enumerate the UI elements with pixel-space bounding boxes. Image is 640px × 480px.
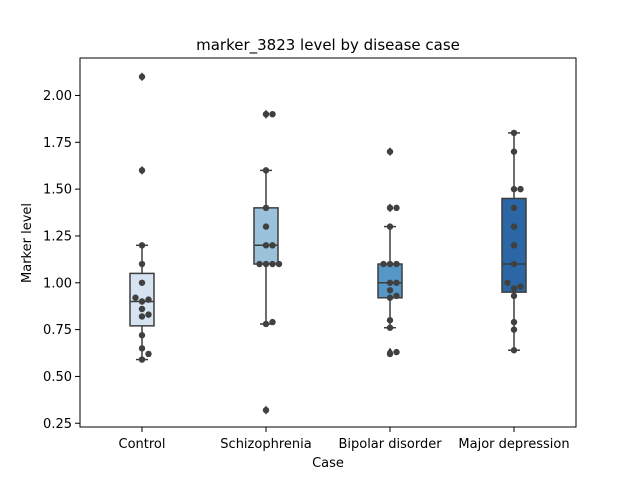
data-point: [262, 167, 270, 174]
y-tick-label: 0.75: [43, 323, 72, 338]
box-3: [501, 132, 527, 351]
data-point: [386, 294, 394, 301]
data-point: [262, 110, 270, 118]
data-point: [138, 260, 146, 268]
data-point: [138, 305, 146, 313]
data-point: [510, 223, 518, 230]
data-point: [504, 279, 511, 286]
data-point: [138, 73, 146, 80]
data-point: [386, 279, 394, 286]
data-point: [145, 350, 152, 358]
data-point: [510, 204, 518, 212]
data-point: [510, 292, 518, 300]
data-point: [138, 167, 146, 174]
data-point: [510, 148, 518, 155]
y-tick-label: 1.50: [43, 183, 72, 198]
swarm-3: [504, 129, 524, 354]
data-point: [262, 204, 270, 212]
y-tick-label: 2.00: [43, 89, 72, 104]
swarm-0: [132, 73, 152, 363]
data-point: [386, 324, 394, 331]
x-tick-label: Control: [119, 437, 166, 452]
data-point: [138, 313, 146, 320]
data-point: [262, 223, 270, 230]
data-point: [138, 345, 146, 352]
y-axis: 0.25 0.50 0.75 1.00 1.25 1.50 1.75 2.00: [43, 89, 80, 432]
data-point: [510, 318, 518, 326]
y-tick-label: 1.25: [43, 229, 72, 244]
x-tick-label: Schizophrenia: [220, 437, 311, 452]
plot-area: [129, 72, 527, 415]
data-point: [138, 298, 146, 305]
data-point: [386, 287, 394, 294]
data-point: [256, 260, 263, 268]
data-point: [138, 332, 146, 339]
data-point: [269, 318, 276, 326]
data-point: [145, 311, 152, 318]
data-point: [138, 242, 146, 249]
data-point: [517, 185, 524, 193]
x-axis-label: Case: [312, 456, 344, 471]
data-point: [386, 204, 394, 212]
data-point: [393, 279, 400, 286]
data-point: [393, 260, 400, 268]
data-point: [269, 260, 276, 268]
swarm-1: [256, 110, 283, 414]
data-point: [510, 326, 518, 333]
data-point: [510, 347, 518, 354]
data-point: [132, 294, 139, 301]
y-tick-label: 1.75: [43, 136, 72, 151]
data-point: [510, 185, 518, 193]
y-axis-label: Marker level: [20, 203, 35, 283]
data-point: [262, 406, 270, 414]
data-point: [138, 356, 146, 363]
swarm-2: [380, 148, 400, 358]
chart-title: marker_3823 level by disease case: [196, 36, 460, 55]
data-point: [386, 148, 394, 155]
x-tick-label: Major depression: [458, 437, 569, 452]
data-point: [386, 223, 394, 230]
box-iqr: [253, 207, 279, 265]
data-point: [517, 283, 524, 290]
data-point: [510, 285, 518, 292]
data-point: [393, 204, 400, 212]
data-point: [145, 296, 152, 303]
data-point: [138, 279, 146, 286]
data-point: [510, 242, 518, 249]
data-point: [262, 242, 270, 249]
data-point: [510, 260, 518, 268]
data-point: [393, 348, 400, 356]
data-point: [386, 317, 394, 324]
data-point: [386, 350, 394, 358]
y-tick-label: 0.25: [43, 417, 72, 432]
data-point: [262, 260, 270, 268]
data-point: [275, 260, 283, 268]
data-point: [510, 129, 518, 137]
x-axis: Control Schizophrenia Bipolar disorder Majo…: [119, 427, 570, 452]
data-point: [269, 110, 276, 118]
data-point: [386, 260, 394, 268]
y-tick-label: 0.50: [43, 370, 72, 385]
data-point: [393, 292, 400, 300]
data-point: [380, 260, 387, 268]
y-tick-label: 1.00: [43, 276, 72, 291]
data-point: [262, 320, 270, 328]
plot-frame: [79, 57, 577, 428]
x-tick-label: Bipolar disorder: [338, 437, 442, 452]
data-point: [269, 242, 276, 249]
